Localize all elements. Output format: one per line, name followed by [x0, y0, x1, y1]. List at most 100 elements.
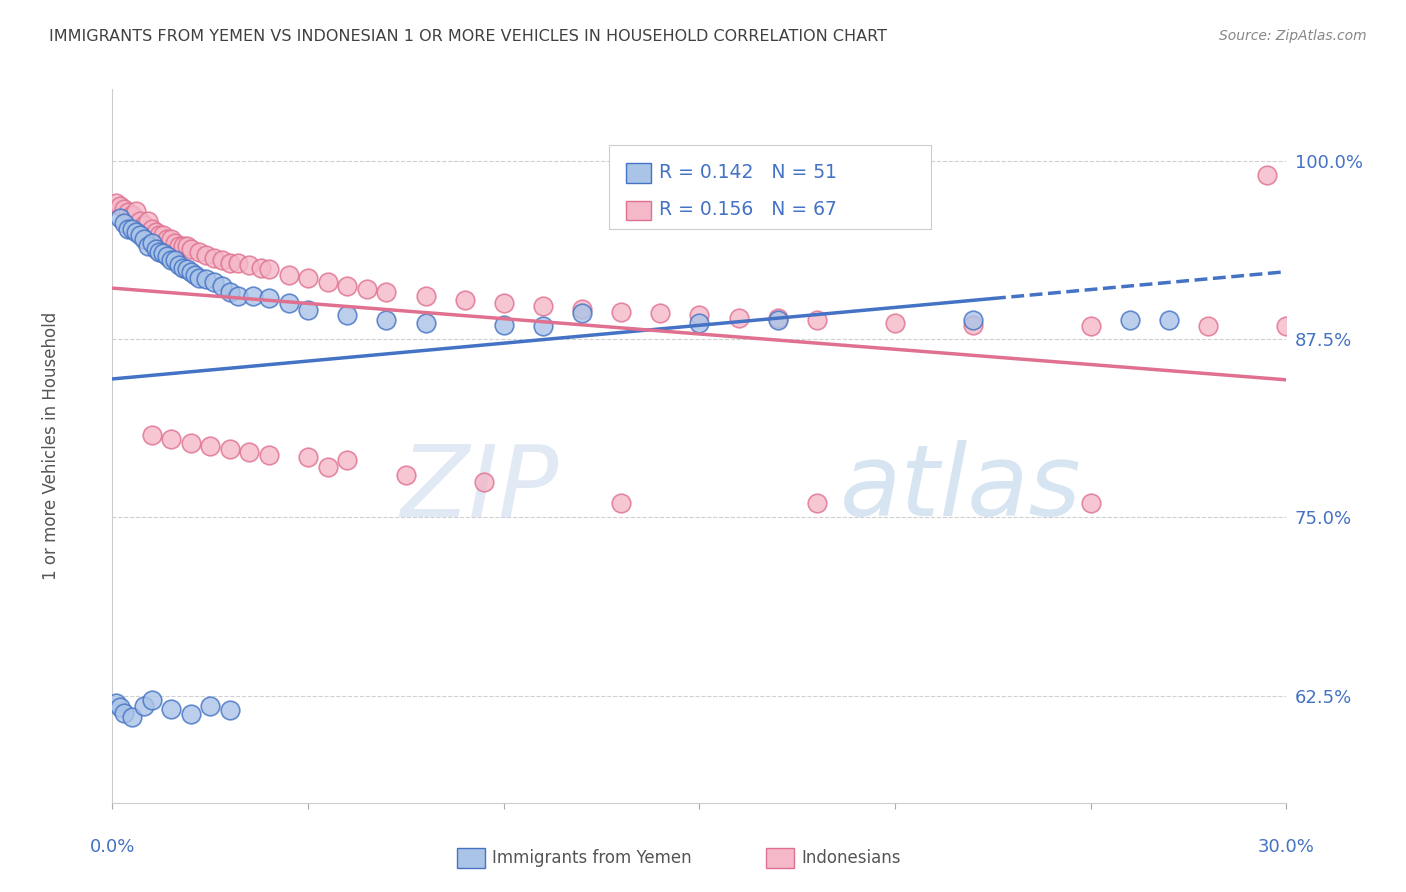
Point [148, 227, 170, 242]
Point [218, 703, 242, 717]
Point [160, 701, 183, 715]
Point [211, 279, 233, 293]
Text: R = 0.142   N = 51: R = 0.142 N = 51 [659, 162, 838, 182]
Point [176, 262, 198, 277]
Point [141, 427, 163, 442]
Point [141, 693, 163, 707]
Point [610, 496, 633, 510]
Point [218, 442, 242, 456]
Text: 1 or more Vehicles in Household: 1 or more Vehicles in Household [42, 312, 60, 580]
Point [375, 285, 398, 299]
Point [110, 700, 132, 714]
Point [183, 268, 205, 282]
Point [257, 448, 280, 462]
Point [1256, 168, 1278, 182]
Point [132, 232, 155, 246]
Text: Source: ZipAtlas.com: Source: ZipAtlas.com [1219, 29, 1367, 43]
Point [884, 316, 907, 330]
Point [472, 475, 495, 489]
Point [226, 256, 249, 270]
Point [226, 289, 249, 303]
Point [121, 208, 143, 222]
Point [1159, 313, 1181, 327]
Point [117, 222, 139, 236]
Point [112, 202, 135, 216]
Point [121, 222, 143, 236]
Point [195, 272, 218, 286]
Point [165, 236, 187, 251]
Point [962, 318, 984, 332]
Point [141, 236, 163, 251]
Point [136, 239, 159, 253]
Point [395, 467, 418, 482]
Point [277, 268, 299, 282]
Point [297, 270, 319, 285]
Point [610, 305, 633, 319]
Point [187, 244, 209, 259]
Point [1275, 319, 1298, 334]
Point [297, 450, 319, 465]
Point [121, 710, 143, 724]
Point [180, 436, 202, 450]
Point [218, 285, 242, 299]
Point [172, 239, 194, 253]
Point [152, 246, 174, 260]
Point [125, 225, 148, 239]
Point [336, 453, 359, 467]
Point [187, 270, 209, 285]
Point [117, 205, 139, 219]
Point [180, 707, 202, 722]
Point [202, 251, 225, 265]
Point [492, 318, 515, 332]
Text: atlas: atlas [841, 441, 1083, 537]
Point [110, 211, 132, 225]
Point [218, 256, 242, 270]
Text: 30.0%: 30.0% [1258, 838, 1315, 856]
Text: Immigrants from Yemen: Immigrants from Yemen [492, 849, 692, 867]
Point [650, 306, 672, 320]
Point [128, 227, 150, 242]
Text: ZIP: ZIP [401, 441, 558, 537]
Point [180, 265, 202, 279]
Point [211, 253, 233, 268]
Text: Indonesians: Indonesians [801, 849, 901, 867]
Text: 0.0%: 0.0% [90, 838, 135, 856]
Point [176, 239, 198, 253]
Point [415, 289, 437, 303]
Point [132, 218, 155, 232]
Point [277, 296, 299, 310]
Point [1119, 313, 1142, 327]
Point [806, 313, 828, 327]
Point [531, 299, 554, 313]
Point [453, 293, 475, 308]
Point [492, 296, 515, 310]
Point [110, 199, 132, 213]
Point [141, 222, 163, 236]
Point [316, 275, 339, 289]
Point [1080, 319, 1102, 334]
Point [200, 698, 222, 713]
Point [415, 316, 437, 330]
Point [195, 248, 218, 262]
Point [531, 319, 554, 334]
Point [156, 232, 179, 246]
Point [571, 306, 593, 320]
Point [238, 444, 260, 458]
Point [356, 282, 378, 296]
Point [125, 203, 148, 218]
Point [112, 216, 135, 230]
Point [202, 275, 225, 289]
Point [242, 289, 264, 303]
Text: IMMIGRANTS FROM YEMEN VS INDONESIAN 1 OR MORE VEHICLES IN HOUSEHOLD CORRELATION : IMMIGRANTS FROM YEMEN VS INDONESIAN 1 OR… [49, 29, 887, 44]
Point [172, 260, 194, 275]
Point [238, 258, 260, 272]
Point [766, 313, 789, 327]
Point [336, 279, 359, 293]
Point [165, 253, 187, 268]
Point [167, 239, 190, 253]
Point [145, 225, 167, 239]
Point [727, 310, 749, 325]
Point [145, 242, 167, 256]
Text: R = 0.156   N = 67: R = 0.156 N = 67 [659, 200, 838, 219]
Point [688, 316, 710, 330]
